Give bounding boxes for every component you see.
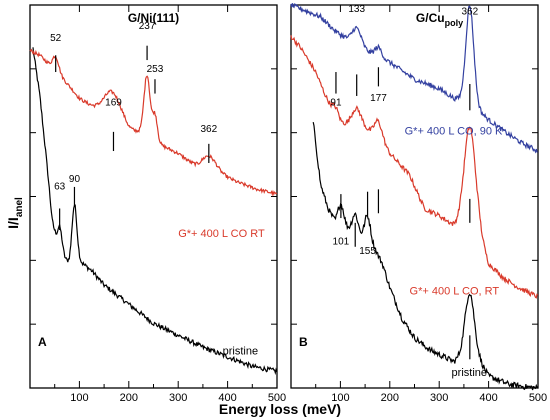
series-line xyxy=(32,47,278,376)
series-line xyxy=(290,35,539,299)
peak-label: 177 xyxy=(370,93,387,104)
panel-title: G/Ni(111) xyxy=(128,11,179,25)
peak-label: 253 xyxy=(147,64,164,75)
peak-label: 237 xyxy=(139,21,156,32)
series-label: G*+ 400 L CO, 90 K xyxy=(405,125,503,137)
plot-frame xyxy=(290,4,539,389)
series-line xyxy=(290,3,538,154)
panel-title: G/Cupoly xyxy=(416,11,463,28)
series-line xyxy=(29,48,278,197)
peak-label: 52 xyxy=(50,33,62,44)
panel-letter: A xyxy=(38,335,47,349)
series-label: pristine xyxy=(452,367,487,379)
peak-label: 133 xyxy=(348,4,365,15)
panel-letter: B xyxy=(299,335,308,349)
x-tick-label: 500 xyxy=(529,392,547,404)
x-tick-label: 400 xyxy=(479,392,497,404)
series-label: pristine xyxy=(223,345,258,357)
peak-label: 90 xyxy=(69,174,81,185)
x-tick-label: 400 xyxy=(218,392,236,404)
x-tick-label: 500 xyxy=(268,392,286,404)
peak-label: 362 xyxy=(200,124,217,135)
y-axis-label: I/Ianel xyxy=(5,197,25,229)
panel-b: 100 200 300 400 500 133 362 91 177 101 155 G*+ 400 … xyxy=(290,3,547,404)
x-tick-label: 200 xyxy=(120,392,138,404)
y-axis-label-main: I/I xyxy=(5,217,21,229)
x-tick-label: 300 xyxy=(169,392,187,404)
series-label: G*+ 400 L CO, RT xyxy=(410,286,500,298)
x-tick-label: 200 xyxy=(381,392,399,404)
x-tick-label: 300 xyxy=(430,392,448,404)
peak-label: 155 xyxy=(359,246,376,257)
peak-label: 362 xyxy=(461,7,478,18)
peak-label: 91 xyxy=(330,98,342,109)
plot-frame xyxy=(29,4,278,389)
series-line xyxy=(312,121,539,391)
peak-label: 169 xyxy=(105,98,122,109)
peak-label: 101 xyxy=(333,236,350,247)
x-tick-label: 100 xyxy=(70,392,88,404)
series-label: G*+ 400 L CO RT xyxy=(178,228,265,240)
x-axis-label: Energy loss (meV) xyxy=(219,401,341,417)
x-tick-label: 100 xyxy=(331,392,349,404)
y-axis-label-sub: anel xyxy=(14,197,25,217)
peak-label: 63 xyxy=(54,181,66,192)
